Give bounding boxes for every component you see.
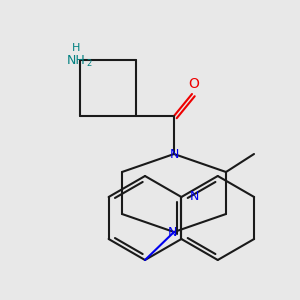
Text: N: N	[189, 190, 199, 203]
Text: N: N	[167, 226, 177, 238]
Text: N: N	[169, 148, 179, 160]
Text: 2: 2	[86, 59, 92, 68]
Text: H: H	[72, 43, 80, 53]
Text: O: O	[189, 77, 200, 91]
Text: NH: NH	[67, 53, 85, 67]
